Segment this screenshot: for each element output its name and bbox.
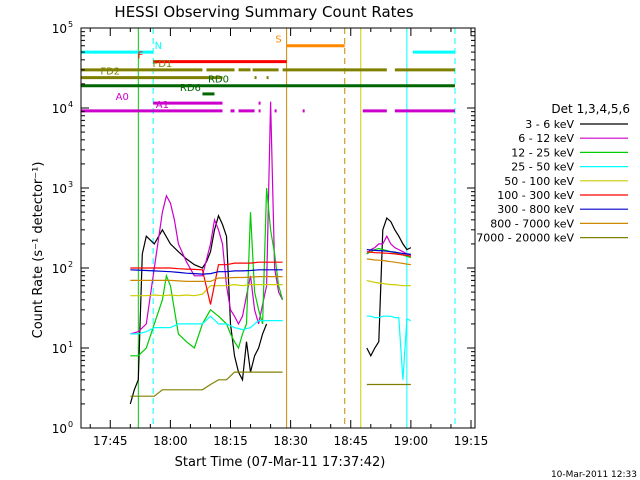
flag-label-fd2: FD2 xyxy=(100,67,120,78)
y-tick-label-2: 10 xyxy=(52,262,67,276)
y-axis-label: Count Rate (s⁻¹ detector⁻¹) xyxy=(31,162,46,339)
flag-label-n: N xyxy=(155,41,162,52)
x-tick-label-1: 18:00 xyxy=(153,434,188,448)
series-line-7-seg-1 xyxy=(366,258,411,266)
flag-label-s: S xyxy=(275,35,281,46)
series-line-4-seg-0 xyxy=(130,283,283,297)
series-line-5-seg-0 xyxy=(130,261,283,305)
y-tick-exponent-2: 2 xyxy=(68,260,73,269)
chart-title: HESSI Observing Summary Count Rates xyxy=(114,3,413,21)
series-line-5-seg-1 xyxy=(366,251,412,257)
x-tick-label-6: 19:15 xyxy=(454,434,489,448)
legend-label-1: 6 - 12 keV xyxy=(518,132,574,145)
legend-label-8: 7000 - 20000 keV xyxy=(476,232,574,245)
plot-frame xyxy=(80,27,476,429)
legend-label-3: 25 - 50 keV xyxy=(511,161,574,174)
x-tick-label-3: 18:30 xyxy=(273,434,308,448)
series-line-0-seg-1 xyxy=(366,217,412,358)
legend-label-6: 300 - 800 keV xyxy=(497,203,574,216)
y-tick-label-5: 10 xyxy=(52,22,67,36)
y-tick-label-1: 10 xyxy=(52,342,67,356)
series-line-6-seg-1 xyxy=(366,249,411,255)
y-tick-exponent-1: 1 xyxy=(68,340,73,349)
series-line-7-seg-0 xyxy=(130,276,283,282)
legend-title: Det 1,3,4,5,6 xyxy=(551,102,630,116)
flag-label-fd1: FD1 xyxy=(152,59,172,70)
y-tick-label-0: 10 xyxy=(52,422,67,436)
legend-label-7: 800 - 7000 keV xyxy=(490,217,574,230)
series-line-1-seg-1 xyxy=(366,234,412,256)
footer-timestamp: 10-Mar-2011 12:33 xyxy=(551,470,637,480)
plot-area xyxy=(137,28,456,428)
x-axis-label: Start Time (07-Mar-11 17:37:42) xyxy=(175,455,386,470)
y-tick-exponent-4: 4 xyxy=(68,100,73,109)
legend-label-0: 3 - 6 keV xyxy=(525,118,574,131)
flag-label-rd6: RD6 xyxy=(180,83,201,94)
x-tick-label-4: 18:45 xyxy=(333,434,368,448)
series-line-4-seg-1 xyxy=(366,279,411,287)
series-line-8-seg-0 xyxy=(130,371,283,397)
flag-label-a0: A0 xyxy=(116,92,129,103)
legend-label-4: 50 - 100 keV xyxy=(504,175,574,188)
y-tick-exponent-3: 3 xyxy=(68,180,73,189)
series-line-6-seg-0 xyxy=(130,269,283,275)
x-tick-label-5: 19:00 xyxy=(394,434,429,448)
x-tick-label-2: 18:15 xyxy=(213,434,248,448)
series-line-3-seg-1 xyxy=(366,315,412,380)
flag-label-f: F xyxy=(137,51,143,62)
legend-label-5: 100 - 300 keV xyxy=(497,189,574,202)
series-line-3-seg-0 xyxy=(130,315,283,335)
legend-label-2: 12 - 25 keV xyxy=(511,146,574,159)
y-tick-exponent-5: 5 xyxy=(68,20,73,29)
series-line-0-seg-0 xyxy=(129,213,268,405)
series-layer xyxy=(129,101,412,405)
flag-label-a1: A1 xyxy=(156,100,169,111)
y-tick-label-4: 10 xyxy=(52,102,67,116)
flag-label-rd0: RD0 xyxy=(208,75,229,86)
y-tick-label-3: 10 xyxy=(52,182,67,196)
x-tick-label-0: 17:45 xyxy=(93,434,128,448)
y-tick-exponent-0: 0 xyxy=(68,420,73,429)
flag-bars: N F S FD1 FD2 RD6 RD0 A0 A1 xyxy=(81,35,455,113)
